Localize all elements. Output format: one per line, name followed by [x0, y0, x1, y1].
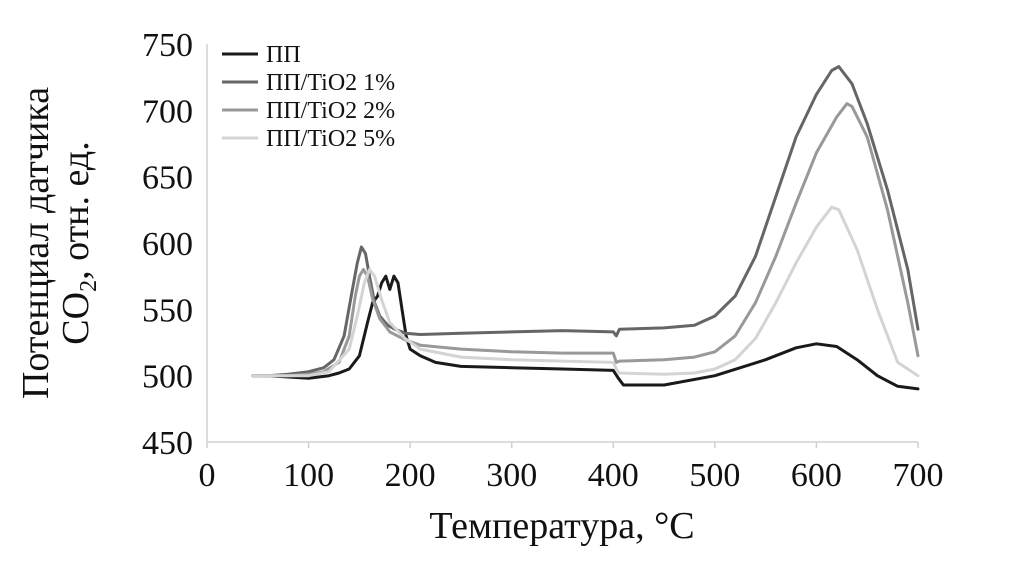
series-line-4	[251, 205, 920, 378]
y-tick-label: 750	[142, 27, 193, 64]
legend-label-3: ПП/TiO2 2%	[266, 98, 395, 124]
legend-label-4: ПП/TiO2 5%	[266, 126, 395, 152]
x-tick-label: 500	[689, 457, 740, 494]
x-axis: 0 100 200 300 400 500 600 700	[199, 441, 944, 494]
x-tick-label: 0	[199, 457, 216, 494]
y-axis-label-line2: CO2, отн. ед.	[55, 141, 102, 344]
series-line-3	[251, 102, 920, 378]
y-tick-label: 500	[142, 359, 193, 396]
legend-label-2: ПП/TiO2 1%	[266, 70, 395, 96]
y-tick-label: 700	[142, 93, 193, 130]
y-axis-label-unit: , отн. ед.	[55, 141, 97, 280]
x-tick-label: 200	[385, 457, 436, 494]
y-tick-label: 550	[142, 292, 193, 329]
x-tick-label: 700	[893, 457, 944, 494]
y-axis-label-line1: Потенциал датчика	[15, 87, 57, 399]
x-tick-label: 400	[588, 457, 639, 494]
y-axis-label: Потенциал датчика CO2, отн. ед.	[15, 87, 102, 399]
legend-label-1: ПП	[266, 42, 301, 68]
y-tick-label: 450	[142, 425, 193, 462]
x-axis-label: Температура, °С	[429, 505, 694, 547]
x-tick-label: 300	[486, 457, 537, 494]
series-lines	[251, 65, 920, 391]
y-tick-label: 600	[142, 226, 193, 263]
y-axis-label-co: CO	[55, 292, 97, 345]
y-axis-label-subscript: 2	[76, 280, 102, 292]
y-axis: 450 500 550 600 650 700 750	[142, 27, 208, 462]
x-tick-label: 600	[791, 457, 842, 494]
y-tick-label: 650	[142, 160, 193, 197]
series-line-2	[251, 65, 920, 378]
series-line-1	[251, 274, 920, 391]
x-tick-label: 100	[283, 457, 334, 494]
